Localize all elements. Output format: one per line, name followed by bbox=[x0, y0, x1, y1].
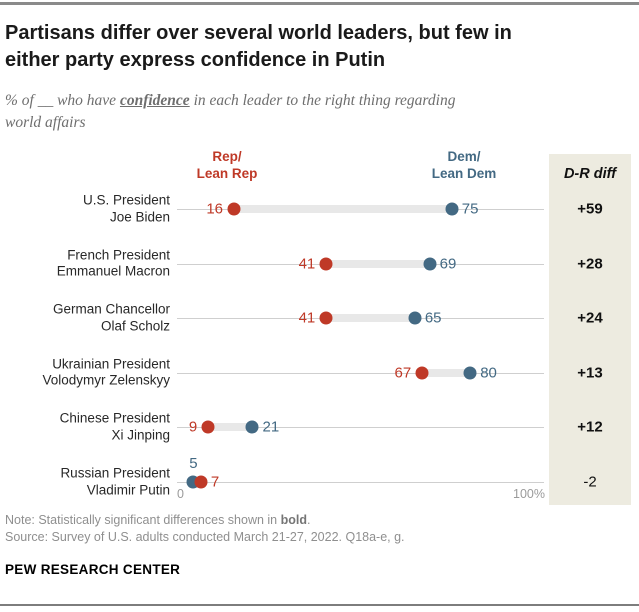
brand-label: PEW RESEARCH CENTER bbox=[5, 562, 181, 577]
source-text: Source: Survey of U.S. adults conducted … bbox=[5, 530, 405, 544]
rep-dot bbox=[319, 311, 333, 325]
subtitle-emphasis: confidence bbox=[119, 92, 190, 109]
rep-value-label: 16 bbox=[206, 200, 224, 218]
rep-value-label: 41 bbox=[298, 255, 316, 273]
dem-value-label: 5 bbox=[189, 455, 198, 472]
dem-dot bbox=[408, 311, 422, 325]
leader-label-line2: Joe Biden bbox=[109, 209, 170, 224]
diff-column-header: D-R diff bbox=[563, 166, 617, 182]
chart-title-line1: Partisans differ over several world lead… bbox=[5, 22, 512, 44]
leader-row: Russian President Vladimir Putin 7 5 -2 bbox=[0, 455, 639, 509]
diff-value: +24 bbox=[577, 309, 603, 327]
leader-label: French President Emmanuel Macron bbox=[0, 247, 170, 280]
chart-subtitle: % of __ who have confidence in each lead… bbox=[5, 90, 625, 134]
leader-row: German Chancellor Olaf Scholz 41 65 +24 bbox=[0, 291, 639, 345]
subtitle-line2: world affairs bbox=[5, 114, 86, 131]
note-prefix: Note: Statistically significant differen… bbox=[5, 513, 281, 527]
diff-value: -2 bbox=[583, 473, 597, 491]
row-baseline bbox=[177, 427, 544, 429]
rep-value-label: 9 bbox=[188, 418, 198, 436]
dem-value-label: 69 bbox=[439, 255, 457, 273]
leader-row: Chinese President Xi Jinping 9 21 +12 bbox=[0, 400, 639, 454]
rep-dot bbox=[227, 202, 241, 216]
dem-value-label: 75 bbox=[461, 200, 479, 218]
rep-dot bbox=[194, 475, 208, 489]
dem-value-label: 21 bbox=[262, 418, 280, 436]
leader-label: U.S. President Joe Biden bbox=[0, 193, 170, 226]
row-plot-area: 41 69 bbox=[175, 237, 544, 291]
legend-dem-label: Dem/ Lean Dem bbox=[431, 149, 497, 181]
leader-label-line2: Vladimir Putin bbox=[86, 482, 170, 497]
row-plot-area: 9 21 bbox=[175, 400, 544, 454]
rep-value-label: 7 bbox=[210, 473, 220, 491]
note-suffix: . bbox=[307, 513, 311, 527]
leader-label-line2: Xi Jinping bbox=[111, 427, 170, 443]
leader-label-line2: Emmanuel Macron bbox=[56, 263, 170, 279]
x-axis-max-label: 100% bbox=[513, 487, 545, 501]
dumbbell-connector bbox=[326, 259, 430, 268]
leader-label-line1: Ukrainian President bbox=[52, 356, 170, 372]
dem-dot bbox=[423, 257, 437, 271]
row-baseline bbox=[177, 372, 544, 374]
chart-title: Partisans differ over several world lead… bbox=[5, 20, 630, 74]
bottom-divider bbox=[0, 604, 639, 606]
leader-row: Ukrainian President Volodymyr Zelenskyy … bbox=[0, 346, 639, 400]
leader-label: German Chancellor Olaf Scholz bbox=[0, 302, 170, 335]
leader-label-line1: French President bbox=[67, 247, 170, 263]
leader-row: U.S. President Joe Biden 16 75 +59 bbox=[0, 182, 639, 236]
diff-value: +12 bbox=[577, 418, 603, 436]
dem-dot bbox=[445, 202, 459, 216]
leader-label-line2: Olaf Scholz bbox=[100, 318, 170, 334]
dem-dot bbox=[463, 366, 477, 380]
rep-dot bbox=[201, 420, 215, 434]
dumbbell-connector bbox=[326, 314, 415, 323]
leader-label-line1: U.S. President bbox=[82, 192, 170, 208]
dumbbell-connector bbox=[234, 205, 452, 213]
leader-label: Russian President Vladimir Putin bbox=[0, 466, 170, 499]
chart-title-line2: either party express confidence in Putin bbox=[5, 49, 386, 71]
subtitle-prefix: % of __ who have bbox=[5, 92, 120, 109]
dumbbell-connector bbox=[208, 423, 253, 432]
dem-value-label: 80 bbox=[480, 364, 497, 382]
note-bold-word: bold bbox=[280, 513, 307, 527]
row-plot-area: 7 5 bbox=[175, 455, 544, 509]
leader-label: Ukrainian President Volodymyr Zelenskyy bbox=[0, 356, 170, 389]
leader-label-line1: Chinese President bbox=[59, 410, 170, 426]
leader-label: Chinese President Xi Jinping bbox=[0, 411, 170, 444]
diff-value: +59 bbox=[577, 200, 603, 218]
diff-column-panel bbox=[549, 154, 631, 505]
row-plot-area: 67 80 bbox=[175, 346, 544, 400]
diff-value: +28 bbox=[577, 255, 603, 273]
subtitle-suffix: in each leader to the right thing regard… bbox=[189, 92, 456, 109]
rep-dot bbox=[415, 366, 429, 380]
rep-value-label: 67 bbox=[394, 364, 412, 382]
diff-value: +13 bbox=[577, 364, 603, 382]
dumbbell-connector bbox=[422, 368, 471, 377]
note-text: Note: Statistically significant differen… bbox=[5, 512, 310, 528]
dem-dot bbox=[245, 420, 259, 434]
row-plot-area: 41 65 bbox=[175, 291, 544, 345]
leader-row: French President Emmanuel Macron 41 69 +… bbox=[0, 237, 639, 291]
leader-label-line1: German Chancellor bbox=[52, 301, 170, 317]
rep-dot bbox=[319, 257, 333, 271]
legend-rep-label: Rep/ Lean Rep bbox=[196, 149, 258, 181]
top-divider bbox=[0, 2, 639, 5]
rep-value-label: 41 bbox=[298, 309, 316, 327]
row-baseline bbox=[177, 482, 544, 483]
leader-label-line2: Volodymyr Zelenskyy bbox=[42, 372, 170, 388]
row-plot-area: 16 75 bbox=[175, 182, 544, 236]
dem-value-label: 65 bbox=[424, 309, 442, 327]
leader-label-line1: Russian President bbox=[60, 465, 170, 481]
x-axis-min-label: 0 bbox=[177, 487, 184, 501]
